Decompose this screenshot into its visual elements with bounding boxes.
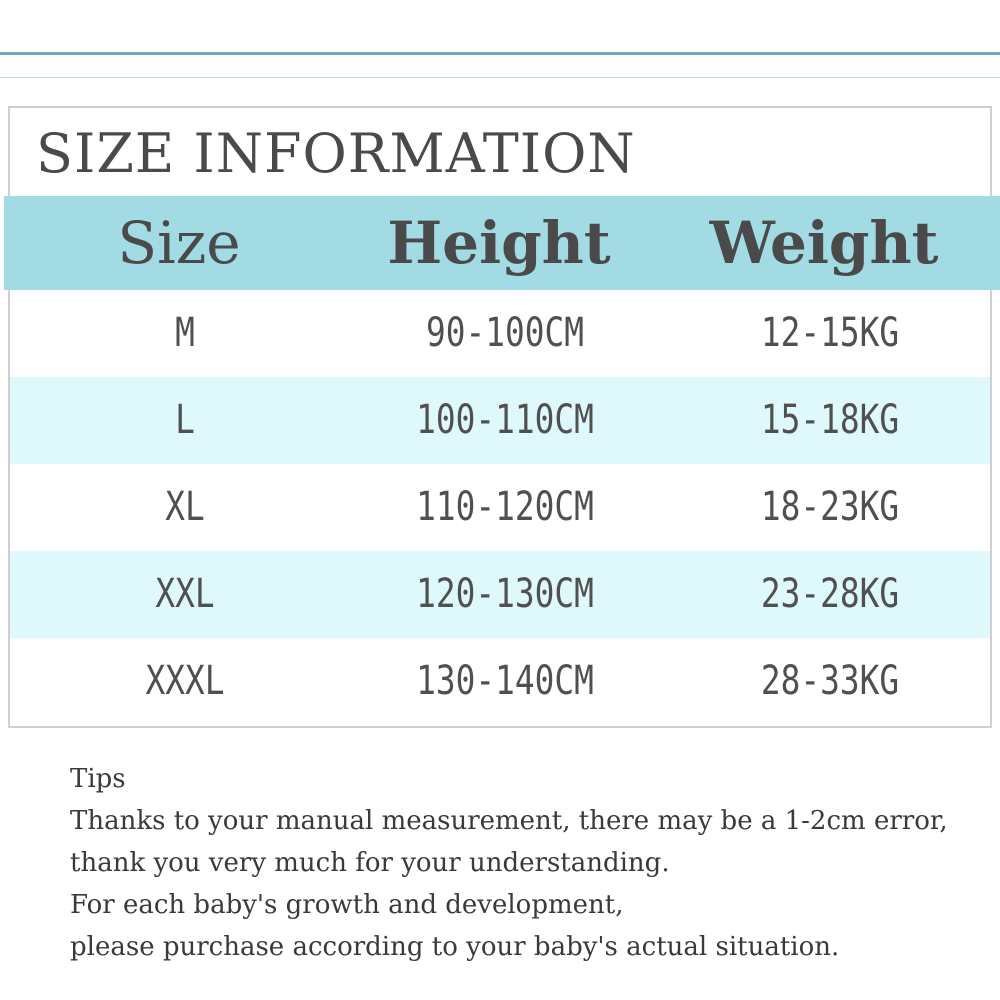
table-row: XXL 120-130CM 23-28KG — [10, 551, 990, 638]
table-body: M 90-100CM 12-15KG L 100-110CM 15-18KG X… — [10, 290, 990, 725]
cell-size: XXL — [155, 571, 215, 617]
table-row: M 90-100CM 12-15KG — [10, 290, 990, 377]
cell-size: L — [175, 397, 195, 443]
cell-height: 120-130CM — [416, 571, 594, 617]
cell-weight: 28-33KG — [760, 658, 900, 704]
cell-weight: 18-23KG — [760, 484, 900, 530]
cell-size: M — [175, 310, 195, 356]
header-weight: Weight — [709, 209, 939, 277]
cell-height: 90-100CM — [426, 310, 584, 356]
cell-height: 110-120CM — [416, 484, 594, 530]
top-thin-line — [0, 77, 1000, 78]
tips-heading: Tips — [70, 764, 126, 794]
table-row: XL 110-120CM 18-23KG — [10, 464, 990, 551]
table-header-row: Size Height Weight — [4, 196, 1000, 290]
header-size: Size — [117, 209, 241, 277]
size-chart-card: SIZE INFORMATION Size Height Weight M 90… — [4, 106, 1000, 728]
tips-line: For each baby's growth and development, — [70, 890, 624, 920]
cell-height: 130-140CM — [416, 658, 594, 704]
cell-weight: 23-28KG — [760, 571, 900, 617]
top-accent-line — [0, 52, 1000, 55]
table-row: XXXL 130-140CM 28-33KG — [10, 638, 990, 725]
cell-height: 100-110CM — [416, 397, 594, 443]
cell-size: XL — [165, 484, 205, 530]
header-height: Height — [387, 209, 611, 277]
cell-weight: 15-18KG — [760, 397, 900, 443]
tips-section: Tips Thanks to your manual measurement, … — [70, 758, 980, 968]
table-row: L 100-110CM 15-18KG — [10, 377, 990, 464]
size-chart-title: SIZE INFORMATION — [36, 122, 636, 185]
cell-weight: 12-15KG — [760, 310, 900, 356]
tips-line: thank you very much for your understandi… — [70, 848, 670, 878]
tips-line: Thanks to your manual measurement, there… — [70, 806, 948, 836]
cell-size: XXXL — [145, 658, 225, 704]
tips-line: please purchase according to your baby's… — [70, 932, 840, 962]
